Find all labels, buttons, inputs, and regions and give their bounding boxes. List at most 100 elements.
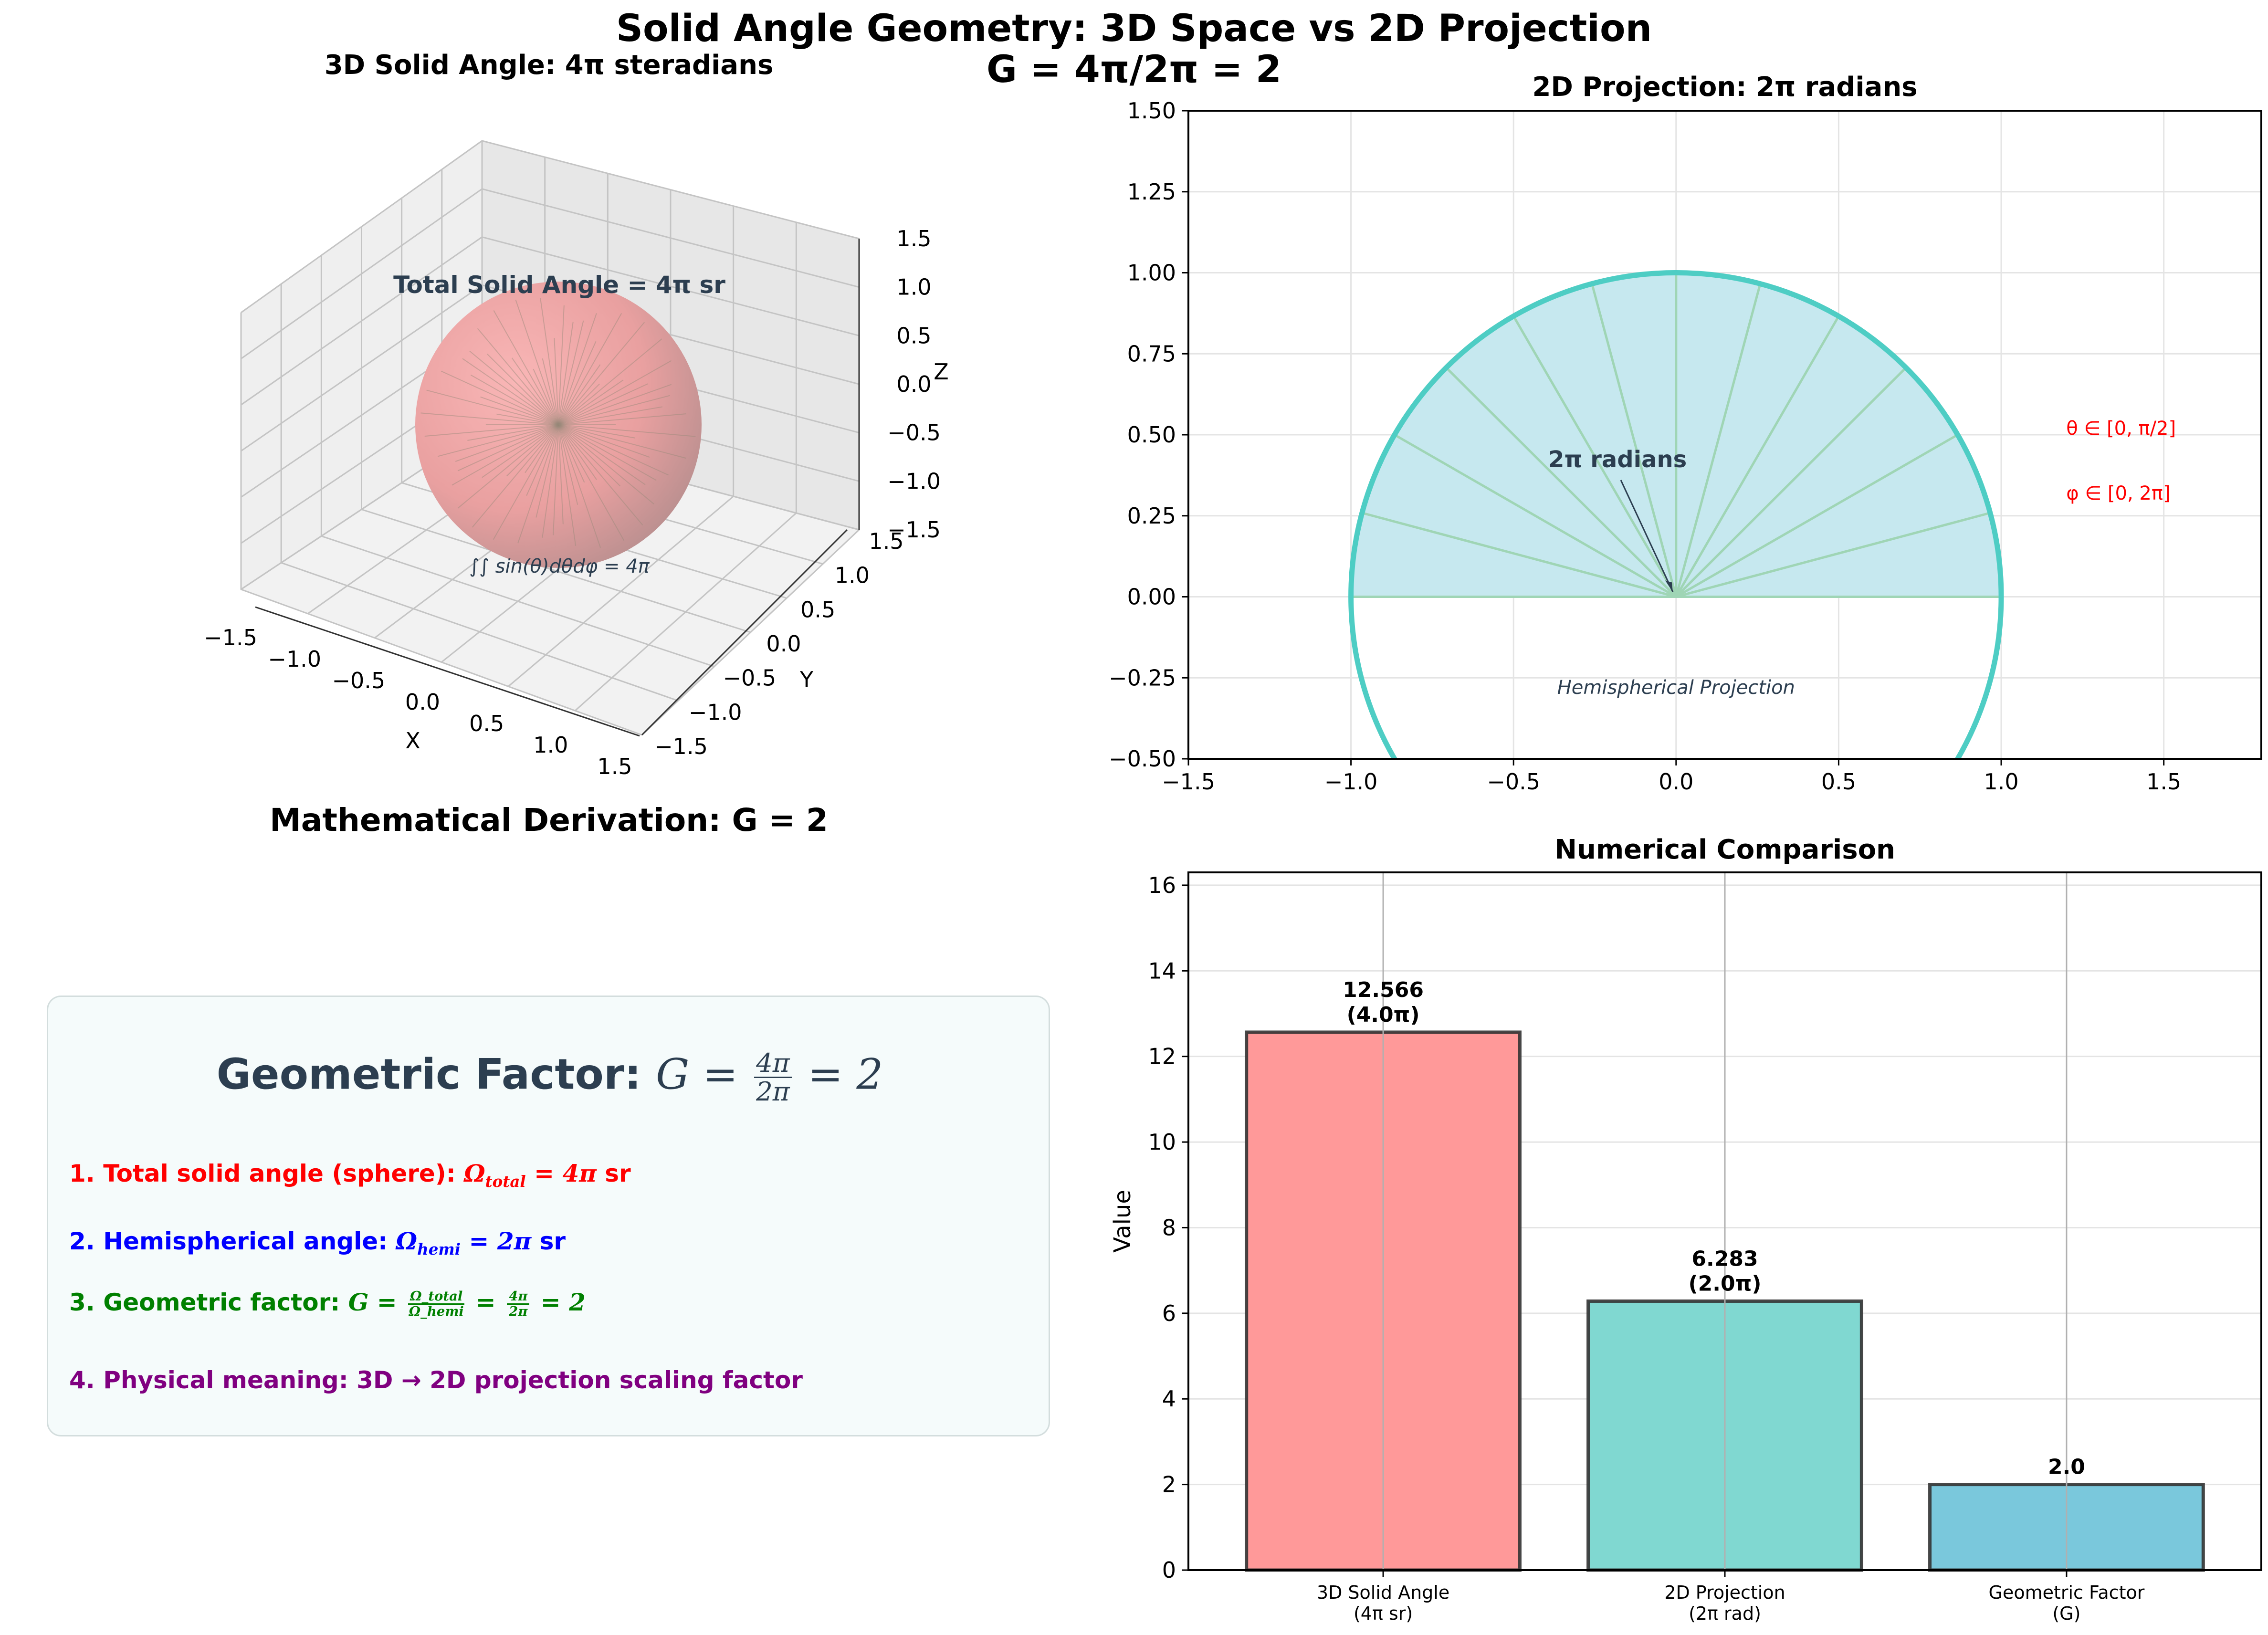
y-tick-label: 1.5 <box>869 528 903 554</box>
x-tick-label: (4π sr) <box>1354 1603 1413 1624</box>
x-tick-label: 0.0 <box>405 689 440 715</box>
z-tick-label: −1.0 <box>887 468 941 494</box>
x-tick-label: 0.0 <box>1659 769 1693 795</box>
sphere-ray <box>420 412 559 425</box>
y-tick-label: 1.00 <box>1127 260 1176 286</box>
sphere-ray <box>553 424 559 535</box>
2d-annotation-radians: 2π radians <box>1548 446 1687 473</box>
sphere-ray <box>426 389 559 425</box>
y-tick-label: −0.50 <box>1109 746 1176 772</box>
sphere-ray <box>558 413 686 425</box>
sphere-ray <box>506 424 559 477</box>
sphere-ray <box>542 358 559 425</box>
sphere-ray <box>558 322 645 425</box>
projection-ray <box>1512 315 1677 597</box>
x-tick-label: Geometric Factor <box>1989 1582 2145 1603</box>
x-tick-label: −1.0 <box>268 646 321 672</box>
x-tick-label: −0.5 <box>1487 769 1540 795</box>
step1-text: 1. Total solid angle (sphere): <box>69 1160 464 1187</box>
sphere-ray <box>493 310 559 425</box>
sphere-ray <box>558 379 624 425</box>
sphere-ray <box>525 424 559 473</box>
bar-chart-title: Numerical Comparison <box>1554 834 1895 865</box>
derivation-step-2: 2. Hemispherical angle: Ωhemi = 2π sr <box>69 1227 566 1258</box>
2d-ticks: −1.5 −1.0 −0.5 0.0 0.5 1.0 1.5 −0.50 −0.25 0.00 0.… <box>1109 98 2181 795</box>
y-tick-label: 0 <box>1162 1557 1176 1583</box>
y-tick-label: 0.00 <box>1127 584 1176 610</box>
bar-value-label: (2.0π) <box>1689 1271 1762 1296</box>
derivation-box: Geometric Factor: G = 4π 2π = 2 1. Total … <box>47 996 1050 1436</box>
step2-text: 2. Hemispherical angle: <box>69 1227 396 1255</box>
step3-text: 3. Geometric factor: <box>69 1289 348 1316</box>
x-tick-label: 2D Projection <box>1664 1582 1785 1603</box>
projection-ray <box>1676 512 1991 598</box>
3d-annotation-bottom: ∫∫ sin(θ)dθdφ = 4π <box>469 555 650 577</box>
sphere-ray <box>558 305 565 425</box>
step1-math: Ω <box>464 1159 485 1187</box>
figure-title: Solid Angle Geometry: 3D Space vs 2D Pro… <box>616 7 1652 50</box>
panel-2d-plot: −1.5 −1.0 −0.5 0.0 0.5 1.0 1.5 −0.50 −0.25 0.00 0.… <box>1109 98 2262 795</box>
2d-content <box>1348 270 2004 759</box>
y-tick-label: 0.5 <box>800 597 835 622</box>
step2-sub: hemi <box>417 1240 461 1258</box>
sphere-ray <box>480 396 559 425</box>
y-tick-label: −1.0 <box>689 699 742 725</box>
heading-text: Geometric Factor: <box>216 1049 656 1099</box>
x-tick-label: (2π rad) <box>1689 1603 1761 1624</box>
bar-marks: (4.0π)12.566 (2.0π)6.283 2.0 <box>1245 872 2205 1572</box>
z-tick-label: −0.5 <box>887 420 941 446</box>
sphere-ray <box>558 341 597 425</box>
bar-value-label: 2.0 <box>2048 1455 2085 1479</box>
3d-x-axis <box>255 606 640 737</box>
sphere-ray <box>457 424 559 472</box>
sphere-ray <box>477 328 559 425</box>
sphere-ray <box>558 424 686 459</box>
3d-xlabel: X <box>405 728 420 754</box>
projection-ray <box>1394 433 1677 598</box>
sphere-ray <box>511 357 559 425</box>
step4-text: 4. Physical meaning: 3D → 2D projection … <box>69 1366 803 1394</box>
step3-num2: 4π <box>507 1289 530 1305</box>
sphere-ray <box>487 354 559 425</box>
sphere-ray <box>536 424 559 518</box>
bar-value-label: 12.566 <box>1343 978 1424 1002</box>
sphere-ray <box>533 368 559 425</box>
z-tick-label: 0.5 <box>896 323 931 348</box>
x-tick-label: (G) <box>2052 1603 2080 1624</box>
y-tick-label: −0.25 <box>1109 665 1176 691</box>
projection-ray <box>1362 512 1677 598</box>
bar-ylabel: Value <box>1109 1190 1136 1253</box>
panel-3d-plot: −1.51.5−1.5−1.01.0−1.0−0.50.5−0.50.00.00… <box>204 140 949 779</box>
derivation-step-4: 4. Physical meaning: 3D → 2D projection … <box>69 1366 803 1394</box>
grid-right-h <box>482 188 860 288</box>
derivation-step-3: 3. Geometric factor: G = Ω_total Ω_hemi =… <box>69 1288 586 1319</box>
grid-right-h <box>482 140 860 240</box>
step1-sub: total <box>485 1172 526 1191</box>
sphere-ray <box>558 424 621 487</box>
z-tick-label: −1.5 <box>887 517 941 543</box>
bar-value-label: (4.0π) <box>1347 1003 1420 1027</box>
z-tick-label: 0.0 <box>896 371 931 397</box>
y-tick-label: 0.0 <box>766 631 801 657</box>
y-tick-label: 0.50 <box>1127 422 1176 448</box>
projection-ray <box>1675 433 1959 598</box>
sphere-ray <box>558 424 578 505</box>
3d-zlabel: Z <box>934 359 949 385</box>
heading-frac-den: 2π <box>756 1076 790 1107</box>
sphere-ray <box>470 374 559 425</box>
sphere-ray <box>558 424 564 524</box>
3d-sphere-rays <box>420 298 696 548</box>
sphere-ray <box>526 424 559 496</box>
panel-2d-title: 2D Projection: 2π radians <box>1532 72 1918 103</box>
step3-math-g: G = <box>348 1288 406 1316</box>
sphere-ray <box>558 313 597 425</box>
unit-circle <box>1348 270 2004 759</box>
y-tick-label: 8 <box>1162 1215 1176 1240</box>
sphere-ray <box>558 424 577 546</box>
x-tick-label: −0.5 <box>332 668 385 693</box>
3d-y-axis <box>641 529 848 736</box>
step3-num1: Ω_total <box>408 1289 465 1305</box>
sphere-ray <box>437 424 559 457</box>
sphere-ray <box>558 313 622 425</box>
derivation-title: Mathematical Derivation: G = 2 <box>270 802 828 838</box>
